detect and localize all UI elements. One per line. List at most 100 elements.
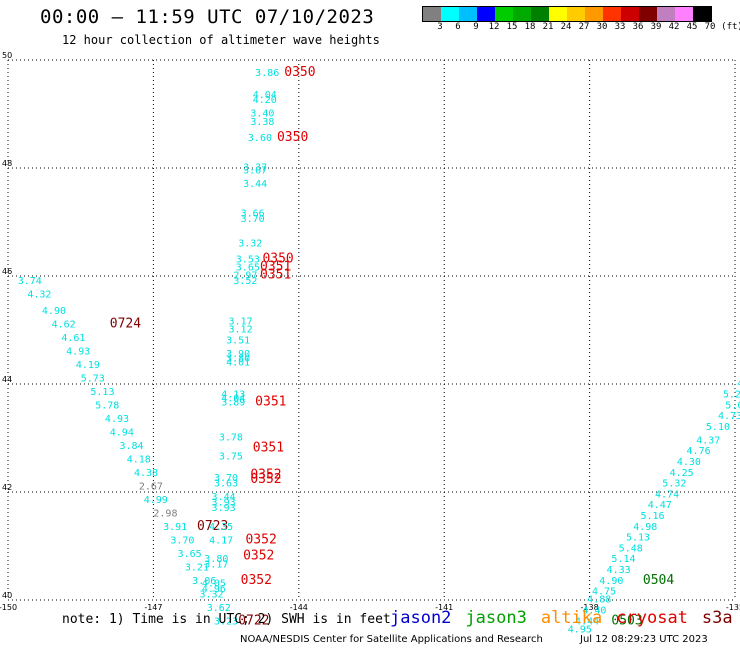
wave-height-value: 4.04: [221, 393, 245, 404]
color-swatch: [549, 7, 567, 21]
color-scale-label: 45: [686, 22, 698, 32]
wave-height-value: 3.80: [204, 554, 228, 565]
wave-height-value: 4.74: [655, 489, 679, 500]
wave-height-value: 4.90: [599, 576, 623, 587]
wave-height-value: 3.65: [236, 263, 260, 274]
wave-height-value: 5.13: [90, 387, 114, 398]
wave-height-value: 5.29: [723, 390, 740, 401]
wave-height-value: 3.23: [214, 616, 238, 627]
wave-height-value: 3.32: [199, 589, 223, 600]
wave-height-value: 3.70: [214, 473, 238, 484]
pass-time-label: 0503: [611, 613, 642, 628]
wave-height-value: 3.80: [226, 353, 250, 364]
color-swatch: [693, 7, 711, 21]
wave-height-value: 5.48: [619, 543, 643, 554]
wave-height-value: 3.21: [185, 562, 209, 573]
satellite-legend-item: jason2: [390, 608, 452, 628]
wave-height-value: 4.01: [226, 358, 250, 369]
wave-height-value: 4.62: [52, 319, 76, 330]
color-scale-label: 24: [560, 22, 572, 32]
pass-time-label: 0724: [110, 316, 141, 331]
color-scale-label: 3: [437, 22, 443, 32]
wave-height-value: 4.47: [648, 500, 672, 511]
lon-tick-label: -150: [0, 603, 17, 612]
wave-height-value: 4.94: [110, 427, 134, 438]
wave-height-value: 3.93: [212, 498, 236, 509]
wave-height-value: 4.30: [677, 457, 701, 468]
wave-height-value: 3.89: [221, 398, 245, 409]
wave-height-value: 2.98: [153, 508, 177, 519]
wave-height-value: 5.14: [611, 554, 635, 565]
wave-height-value: 4.98: [633, 522, 657, 533]
wave-height-value: 5.13: [626, 533, 650, 544]
color-swatch: [441, 7, 459, 21]
wave-height-value: 4.96: [202, 584, 226, 595]
color-scale-label: 6: [455, 22, 461, 32]
wave-height-value: 4.17: [209, 535, 233, 546]
map-subtitle: 12 hour collection of altimeter wave hei…: [62, 33, 380, 47]
wave-height-value: 3.70: [170, 535, 194, 546]
color-swatch: [657, 7, 675, 21]
wave-height-value: 2.67: [139, 481, 163, 492]
wave-height-value: 3.06: [192, 576, 216, 587]
wave-height-value: 3.44: [212, 492, 236, 503]
wave-height-value: 3.53: [236, 255, 260, 266]
pass-time-label: 0351: [255, 395, 286, 410]
wave-height-value: 5.16: [640, 511, 664, 522]
wave-height-value: 5.32: [662, 479, 686, 490]
color-scale-label: 9: [473, 22, 479, 32]
pass-time-label: 0350: [284, 65, 315, 80]
wave-height-value: 3.07: [243, 165, 267, 176]
wave-height-value: 3.52: [233, 276, 257, 287]
wave-height-value: 3.62: [207, 603, 231, 614]
color-swatch: [423, 7, 441, 21]
credit-line: NOAA/NESDIS Center for Satellite Applica…: [240, 634, 543, 645]
wave-height-value: 3.90: [226, 349, 250, 360]
satellite-legend-item: cryosat: [616, 608, 688, 628]
color-swatch: [621, 7, 639, 21]
wave-height-value: 3.40: [250, 109, 274, 120]
wave-height-value: 3.17: [204, 560, 228, 571]
wave-height-value: 5.08: [725, 400, 740, 411]
wave-height-value: 3.12: [229, 325, 253, 336]
color-scale-unit: (ft): [721, 22, 740, 32]
map-title: 00:00 – 11:59 UTC 07/10/2023: [40, 6, 375, 28]
wave-height-value: 3.60: [248, 133, 272, 144]
lat-tick-label: 48: [2, 159, 12, 168]
wave-height-value: 3.37: [243, 163, 267, 174]
wave-height-value: 4.61: [61, 333, 85, 344]
wave-height-value: 3.44: [243, 179, 267, 190]
wave-height-value: 3.91: [163, 522, 187, 533]
color-swatch: [603, 7, 621, 21]
wave-height-value: 4.04: [253, 90, 277, 101]
wave-height-value: 3.65: [178, 549, 202, 560]
pass-time-label: 0351: [260, 260, 291, 275]
color-scale-label: 39: [650, 22, 662, 32]
wave-height-value: 4.93: [66, 346, 90, 357]
wave-height-value: 4.90: [42, 306, 66, 317]
wave-height-value: 4.19: [76, 360, 100, 371]
wave-height-value: 3.38: [250, 117, 274, 128]
pass-time-label: 0723: [197, 519, 228, 534]
wave-height-value: 5.78: [95, 400, 119, 411]
wave-height-value: 3.74: [18, 276, 42, 287]
pass-time-label: 0352: [241, 573, 272, 588]
wave-height-value: 4.73: [718, 411, 740, 422]
wave-height-value: 3.75: [219, 452, 243, 463]
wave-height-value: 4.13: [221, 390, 245, 401]
color-scale-label: 12: [488, 22, 500, 32]
color-scale-label: 36: [632, 22, 644, 32]
satellite-legend-item: altika: [540, 608, 603, 628]
color-scale-label: 21: [542, 22, 554, 32]
satellite-legend-item: s3a: [701, 608, 733, 628]
satellite-legend-item: jason3: [465, 608, 527, 628]
wave-height-value: 4.33: [607, 565, 631, 576]
generated-timestamp: Jul 12 08:29:23 UTC 2023: [580, 634, 708, 645]
wave-height-value: 4.44: [575, 616, 599, 627]
wave-height-value: 3.51: [226, 336, 250, 347]
wave-height-value: 3.78: [219, 433, 243, 444]
wave-height-value: 4.05: [202, 579, 226, 590]
color-swatch: [495, 7, 513, 21]
wave-height-value: 3.84: [119, 441, 143, 452]
